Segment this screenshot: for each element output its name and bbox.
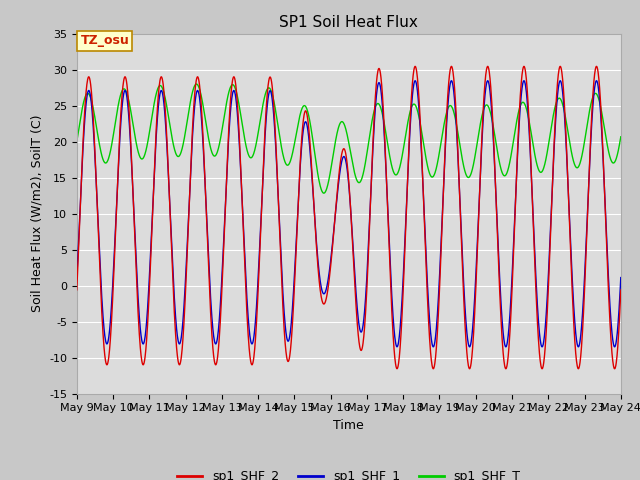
Title: SP1 Soil Heat Flux: SP1 Soil Heat Flux (280, 15, 418, 30)
Text: TZ_osu: TZ_osu (81, 35, 129, 48)
X-axis label: Time: Time (333, 419, 364, 432)
Legend: sp1_SHF_2, sp1_SHF_1, sp1_SHF_T: sp1_SHF_2, sp1_SHF_1, sp1_SHF_T (172, 465, 525, 480)
Y-axis label: Soil Heat Flux (W/m2), SoilT (C): Soil Heat Flux (W/m2), SoilT (C) (31, 115, 44, 312)
